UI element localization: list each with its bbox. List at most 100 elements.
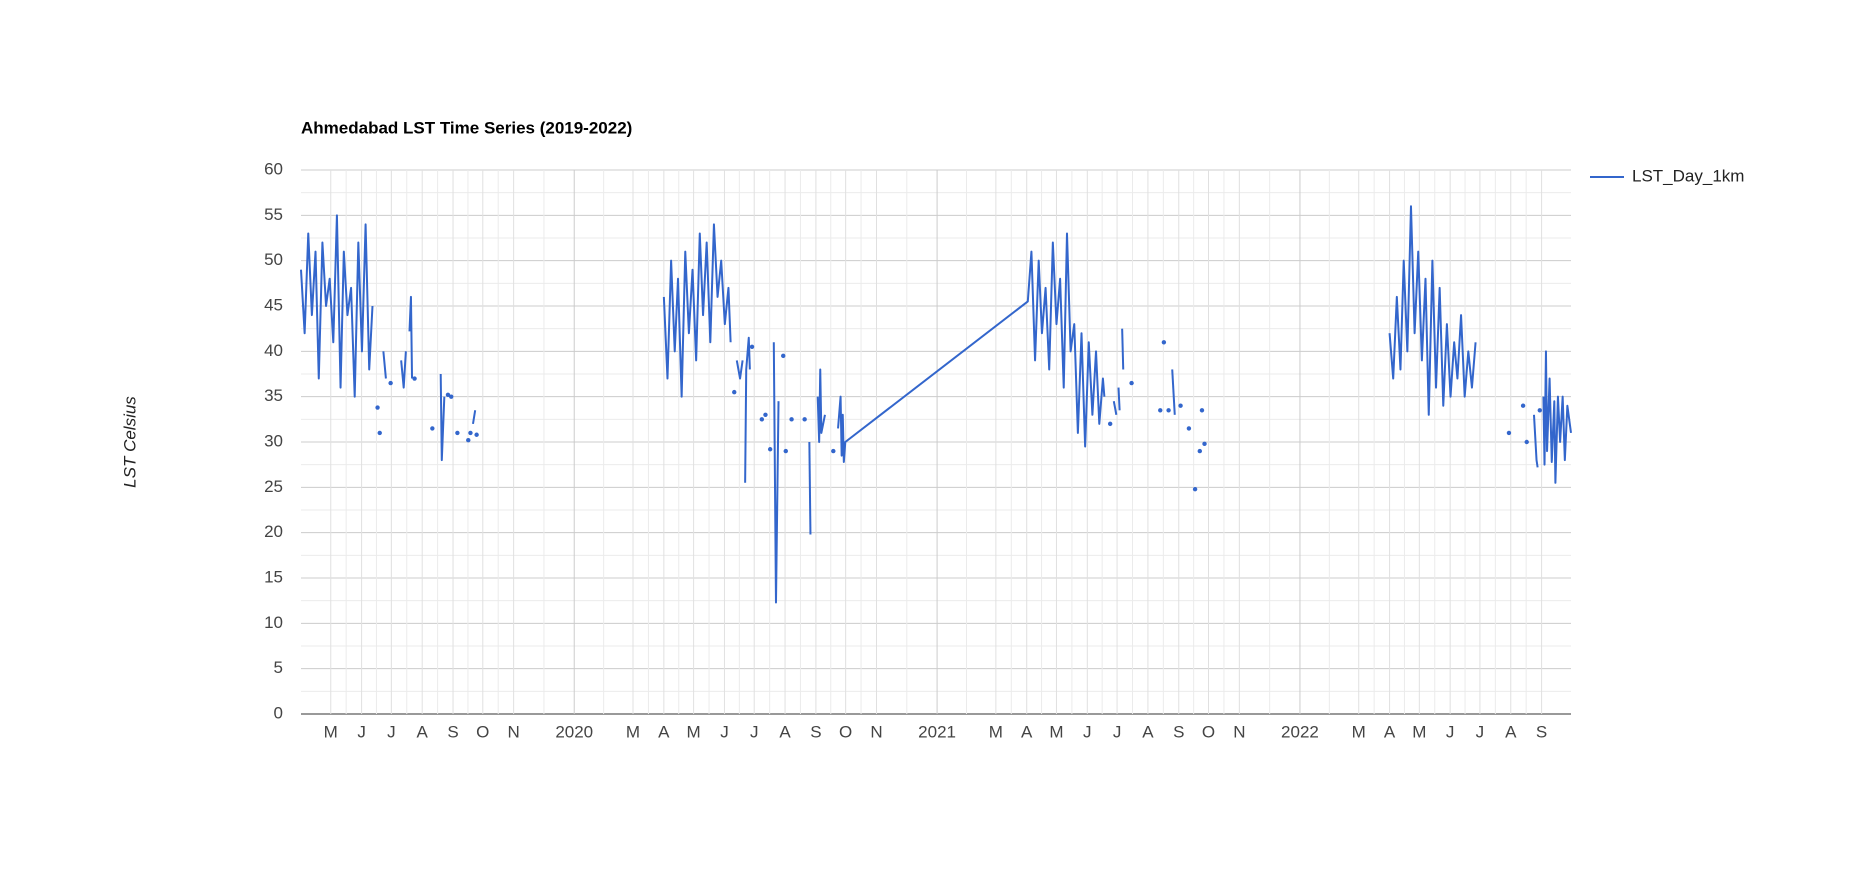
data-point: [1524, 439, 1529, 445]
x-tick-label: M: [989, 722, 1003, 741]
x-tick-label: J: [1476, 722, 1485, 741]
legend-label: LST_Day_1km: [1632, 166, 1744, 185]
x-tick-label: A: [417, 722, 429, 741]
x-tick-label: S: [1173, 722, 1184, 741]
data-point: [783, 448, 788, 454]
series-line: [1388, 205, 1477, 416]
x-tick-label: J: [720, 722, 729, 741]
x-tick-label: M: [1049, 722, 1063, 741]
y-axis-label: LST Celsius: [120, 396, 139, 488]
x-tick-label: N: [870, 722, 882, 741]
data-point: [1506, 430, 1512, 436]
x-tick-label: O: [476, 722, 489, 741]
data-point: [1520, 403, 1526, 408]
x-tick-label: M: [1412, 722, 1426, 741]
series-line: [408, 295, 414, 379]
x-tick-label: M: [1352, 722, 1366, 741]
data-point: [468, 430, 473, 436]
x-tick-label: 2022: [1281, 722, 1319, 741]
data-point: [445, 392, 451, 398]
y-tick-label: 30: [264, 431, 283, 450]
series-line: [1171, 369, 1176, 415]
data-point: [377, 430, 382, 436]
x-tick-label: S: [1536, 722, 1547, 741]
x-tick-label: A: [1142, 722, 1154, 741]
legend: LST_Day_1km: [1590, 166, 1744, 185]
series-line: [400, 351, 407, 389]
series-line: [816, 368, 826, 443]
data-point: [1107, 421, 1113, 427]
data-point: [412, 376, 417, 381]
y-tick-label: 50: [264, 250, 283, 269]
series-line: [300, 214, 374, 398]
y-tick-label: 25: [264, 477, 283, 496]
x-tick-label: 2020: [555, 722, 593, 741]
series-line: [837, 232, 1106, 463]
y-tick-label: 20: [264, 522, 283, 541]
x-tick-label: O: [839, 722, 852, 741]
data-point: [455, 430, 460, 436]
data-point: [388, 380, 393, 386]
x-tick-label: M: [687, 722, 701, 741]
data-point: [831, 448, 836, 454]
series-line: [1112, 401, 1118, 415]
x-tick-label: S: [447, 722, 458, 741]
data-point: [1186, 426, 1192, 431]
data-point: [1129, 380, 1134, 386]
plot: [300, 205, 1572, 604]
x-tick-label: M: [324, 722, 338, 741]
x-tick-label: J: [1446, 722, 1455, 741]
data-point: [1161, 340, 1167, 345]
data-point: [781, 353, 786, 359]
x-tick-label: J: [357, 722, 366, 741]
x-tick-label: A: [1505, 722, 1517, 741]
data-point: [789, 417, 794, 422]
x-tick-label: O: [1202, 722, 1215, 741]
x-tick-label: J: [750, 722, 759, 741]
x-tick-label: A: [1021, 722, 1033, 741]
y-tick-label: 55: [264, 205, 283, 224]
y-tick-label: 0: [274, 703, 283, 722]
chart-title: Ahmedabad LST Time Series (2019-2022): [301, 118, 632, 137]
x-tick-label: N: [507, 722, 519, 741]
series-line: [382, 351, 387, 379]
series-line: [1117, 387, 1121, 411]
data-point: [732, 389, 737, 395]
y-tick-label: 40: [264, 341, 283, 360]
data-point: [375, 405, 380, 410]
data-point: [1202, 441, 1207, 447]
x-tick-label: A: [658, 722, 670, 741]
series-line: [744, 336, 751, 483]
data-point: [802, 417, 807, 422]
x-tick-label: M: [626, 722, 640, 741]
data-point: [1166, 408, 1171, 413]
data-point: [449, 394, 454, 399]
x-tick-label: J: [1113, 722, 1122, 741]
series-line: [439, 373, 446, 462]
data-point: [430, 426, 435, 431]
x-tick-label: A: [1384, 722, 1396, 741]
data-point: [759, 417, 765, 422]
data-point: [1178, 403, 1183, 408]
y-tick-label: 45: [264, 295, 283, 314]
series-line: [735, 360, 744, 380]
data-point: [1537, 408, 1542, 413]
data-point: [466, 437, 471, 443]
data-point: [767, 447, 773, 452]
x-tick-label: 2021: [918, 722, 956, 741]
data-point: [749, 344, 755, 349]
data-point: [474, 432, 479, 437]
data-point: [1158, 408, 1163, 413]
x-tick-label: J: [1083, 722, 1092, 741]
y-tick-label: 5: [274, 658, 283, 677]
data-point: [1197, 448, 1202, 454]
series-line: [662, 223, 732, 398]
data-point: [763, 412, 768, 417]
y-tick-label: 15: [264, 567, 283, 586]
y-tick-label: 10: [264, 613, 283, 632]
y-tick-label: 60: [264, 159, 283, 178]
x-tick-label: A: [779, 722, 791, 741]
x-tick-label: J: [387, 722, 396, 741]
